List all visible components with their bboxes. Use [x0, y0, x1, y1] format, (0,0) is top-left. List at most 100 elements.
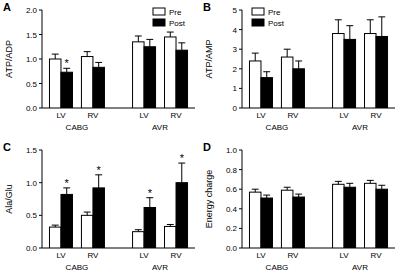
error-bar: [167, 32, 174, 37]
bar: [176, 183, 188, 248]
y-tick-label: 0: [233, 104, 238, 113]
error-bar: [146, 39, 153, 46]
legend-swatch: [252, 8, 264, 15]
legend-swatch: [252, 19, 264, 26]
error-cap: [178, 42, 185, 43]
panel-label: A: [3, 1, 11, 13]
error-stem: [138, 36, 139, 42]
error-bar: [178, 43, 185, 50]
x-tick-label: RV: [371, 251, 383, 260]
group-label: AVR: [352, 123, 368, 132]
group-label: CABG: [66, 123, 89, 132]
x-tick-label: LV: [139, 111, 149, 120]
error-cap: [346, 183, 353, 184]
x-tick-label: RV: [287, 111, 299, 120]
bar: [344, 39, 356, 108]
error-bar: [84, 212, 91, 215]
x-tick-label: LV: [256, 251, 266, 260]
y-tick-label: 0.6: [226, 185, 238, 194]
error-bar: [167, 224, 174, 226]
error-cap: [335, 19, 342, 20]
error-bar: [95, 62, 102, 67]
error-stem: [149, 198, 150, 208]
group-label: CABG: [266, 123, 289, 132]
error-stem: [98, 62, 99, 67]
y-tick-label: 0.5: [26, 211, 38, 220]
y-tick-label: 1.5: [26, 146, 38, 155]
bar: [81, 57, 93, 108]
x-tick-label: LV: [139, 251, 149, 260]
bar: [293, 69, 305, 108]
y-tick-label: 0.5: [26, 80, 38, 89]
error-cap: [378, 16, 385, 17]
error-stem: [55, 54, 56, 59]
error-cap: [252, 53, 259, 54]
error-cap: [252, 189, 259, 190]
y-tick-label: 0.8: [226, 166, 238, 175]
bar: [49, 59, 61, 108]
error-bar: [95, 175, 102, 188]
error-bar: [135, 230, 142, 232]
error-stem: [255, 53, 256, 61]
bar: [261, 78, 273, 108]
group-label: CABG: [66, 263, 89, 272]
significance: *: [148, 187, 153, 199]
error-bar: [252, 53, 259, 61]
bar: [365, 183, 377, 248]
error-cap: [52, 225, 59, 226]
error-cap: [135, 229, 142, 230]
error-stem: [370, 20, 371, 34]
x-tick-label: LV: [56, 111, 66, 120]
error-bar: [367, 180, 374, 183]
x-tick-label: RV: [87, 251, 99, 260]
error-bar: [284, 187, 291, 190]
error-stem: [170, 32, 171, 37]
legend: PrePost: [252, 8, 285, 28]
y-tick-label: 1.0: [26, 55, 38, 64]
x-tick-label: LV: [339, 251, 349, 260]
x-tick-label: RV: [371, 111, 383, 120]
error-bar: [367, 20, 374, 34]
panel: AATP/ADP0.00.51.01.52.0*LVRVLVRVCABGAVRP…: [3, 1, 195, 132]
y-axis-label: Energy charge: [204, 170, 214, 229]
x-tick-label: LV: [56, 251, 66, 260]
error-stem: [266, 72, 267, 78]
bar: [144, 207, 156, 248]
error-bar: [284, 49, 291, 57]
bar: [261, 198, 273, 248]
plot-area: [249, 180, 387, 248]
y-tick-label: 0.0: [26, 244, 38, 253]
y-tick-label: 0.2: [226, 224, 238, 233]
y-tick-label: 5: [233, 6, 238, 15]
error-cap: [263, 71, 270, 72]
error-bar: [335, 20, 342, 34]
y-axis: [242, 10, 243, 108]
error-stem: [381, 185, 382, 189]
error-cap: [284, 187, 291, 188]
panel: CAla/Glu0.00.51.01.5****LVRVLVRVCABGAVR: [3, 141, 195, 272]
bar: [49, 227, 61, 248]
error-stem: [98, 175, 99, 188]
legend-label: Post: [169, 19, 186, 28]
error-cap: [263, 195, 270, 196]
legend: PrePost: [153, 8, 186, 28]
plot-area: [49, 32, 187, 108]
bar: [249, 192, 261, 248]
y-axis: [242, 150, 243, 248]
error-stem: [87, 52, 88, 57]
bar: [93, 67, 105, 108]
error-bar: [263, 195, 270, 198]
group-label: AVR: [352, 263, 368, 272]
figure: AATP/ADP0.00.51.01.52.0*LVRVLVRVCABGAVRP…: [0, 0, 400, 280]
panel-label: B: [203, 1, 211, 13]
y-axis-label: ATP/ADP: [4, 40, 14, 78]
bar: [293, 197, 305, 248]
y-tick-label: 1.0: [26, 179, 38, 188]
x-tick-label: LV: [256, 111, 266, 120]
y-tick-label: 0.0: [226, 244, 238, 253]
legend-label: Pre: [268, 8, 281, 17]
y-tick-label: 2: [233, 65, 238, 74]
error-cap: [378, 185, 385, 186]
error-bar: [135, 36, 142, 42]
y-tick-label: 3: [233, 45, 238, 54]
